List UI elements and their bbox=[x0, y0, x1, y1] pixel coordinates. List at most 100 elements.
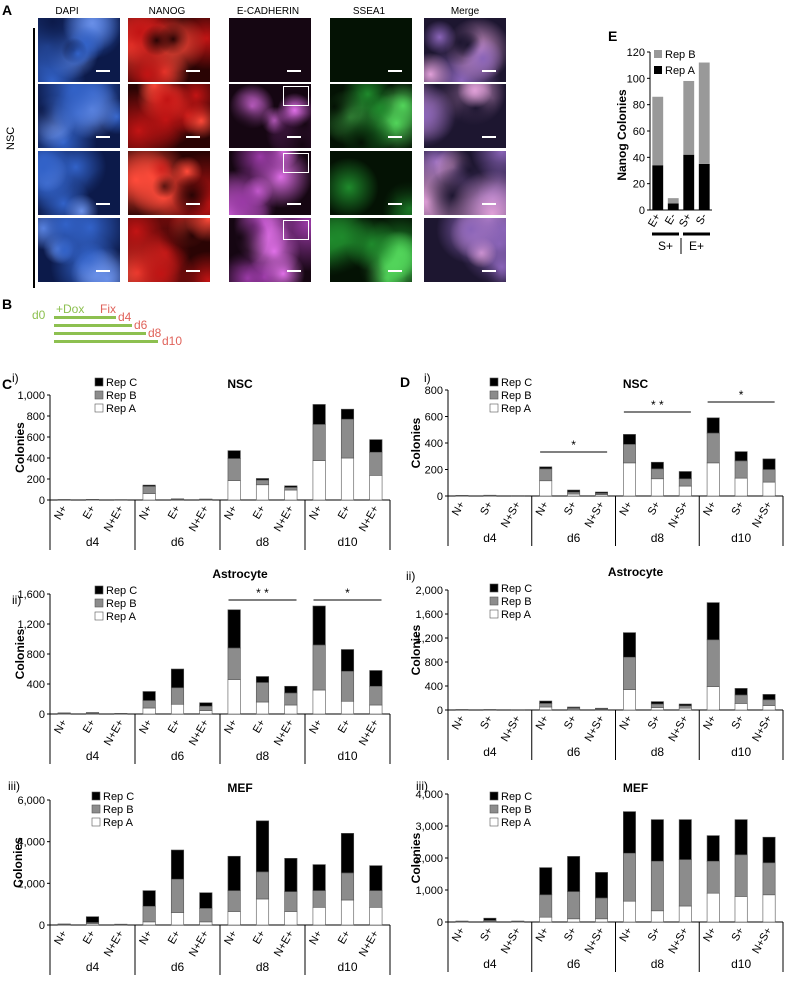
timeline-fix: Fix bbox=[100, 302, 116, 316]
x-tick-label: N+ bbox=[617, 926, 635, 944]
x-tick-label: S+ bbox=[478, 714, 495, 732]
x-tick-label: E+ bbox=[336, 929, 353, 947]
x-tick-label: E+ bbox=[251, 929, 268, 947]
bar-segment-rep-a bbox=[170, 912, 185, 926]
bar-segment-rep-b bbox=[142, 700, 156, 709]
micrograph-tile bbox=[128, 84, 210, 148]
x-tick-label: N+ bbox=[307, 929, 325, 947]
y-tick-label: 800 bbox=[425, 385, 443, 397]
bar-segment-rep-a bbox=[255, 898, 270, 926]
bar-segment-rep-a bbox=[312, 460, 326, 501]
x-tick-label: N+ bbox=[617, 500, 635, 518]
bar-segment-rep-b bbox=[678, 705, 692, 709]
group-label: d8 bbox=[651, 745, 665, 759]
bar-segment-rep-a bbox=[284, 704, 298, 715]
x-tick-label: N+E+ bbox=[272, 929, 296, 959]
group-label: d8 bbox=[651, 531, 665, 545]
legend-label: Rep C bbox=[501, 791, 532, 803]
bar-segment-rep-b bbox=[170, 878, 185, 913]
bar-segment-rep-c bbox=[734, 451, 748, 462]
group-label: d4 bbox=[483, 531, 497, 545]
bar-segment-rep-a bbox=[199, 710, 213, 715]
y-tick-label: 6,000 bbox=[17, 795, 45, 807]
legend-swatch bbox=[489, 817, 499, 827]
legend-swatch bbox=[489, 403, 499, 413]
group-label: d10 bbox=[337, 960, 357, 974]
x-tick-label: S+ bbox=[478, 926, 495, 944]
significance-mark: * * bbox=[256, 586, 269, 600]
y-tick-label: 3,000 bbox=[415, 821, 443, 833]
timeline-bar-d10 bbox=[54, 340, 158, 343]
bar-segment-rep-b bbox=[369, 451, 383, 476]
y-tick-label: 120 bbox=[627, 47, 645, 59]
bar-segment-rep-c bbox=[539, 867, 553, 896]
x-tick-label: N+ bbox=[450, 714, 468, 732]
x-tick-label: N+ bbox=[52, 504, 70, 522]
bar-segment-rep-a bbox=[369, 704, 383, 715]
chart-title: NSC bbox=[227, 377, 253, 391]
subpanel-label: i) bbox=[12, 371, 19, 385]
bar-segment-rep-c bbox=[170, 668, 185, 689]
legend-label: Rep B bbox=[106, 390, 137, 402]
micrograph-tile bbox=[424, 18, 506, 82]
y-axis-label: Colonies bbox=[409, 417, 423, 468]
bar-segment-rep-c bbox=[85, 916, 100, 923]
bar-segment-rep-c bbox=[312, 404, 326, 425]
bar-segment-rep-a bbox=[539, 916, 553, 923]
scale-bar bbox=[287, 136, 301, 138]
bar-segment-rep-a bbox=[539, 706, 553, 711]
legend-swatch bbox=[489, 377, 499, 387]
group-label: d6 bbox=[171, 749, 185, 763]
bar-segment-rep-a bbox=[623, 462, 636, 497]
y-tick-label: 20 bbox=[633, 179, 645, 191]
group-label: d4 bbox=[86, 749, 100, 763]
y-axis-label: Colonies bbox=[409, 624, 423, 675]
x-tick-label: E+ bbox=[251, 718, 268, 736]
micrograph-tile bbox=[330, 84, 412, 148]
y-tick-label: 1,000 bbox=[415, 885, 443, 897]
y-tick-label: 4,000 bbox=[17, 837, 45, 849]
bar-segment-rep-c bbox=[455, 920, 469, 922]
bar-segment-rep-b bbox=[142, 905, 156, 923]
bar-segment-rep-b bbox=[369, 685, 383, 706]
x-tick-label: E+ bbox=[166, 504, 183, 522]
bar-segment-rep-b bbox=[678, 478, 692, 487]
micrograph-tile bbox=[38, 84, 120, 148]
legend-swatch bbox=[94, 403, 104, 413]
bar-segment-rep-a bbox=[706, 686, 720, 711]
y-axis-label: Colonies bbox=[409, 832, 423, 883]
group-label: d4 bbox=[483, 745, 497, 759]
bar-segment-rep-a bbox=[652, 165, 664, 210]
bar-segment-rep-b bbox=[667, 198, 679, 204]
bar-segment-rep-b bbox=[706, 639, 720, 687]
x-tick-label: N+ bbox=[222, 929, 240, 947]
x-tick-label: N+E+ bbox=[187, 504, 211, 534]
bar-segment-rep-b bbox=[762, 469, 776, 483]
bar-segment-rep-a bbox=[595, 918, 608, 923]
bar-segment-rep-c bbox=[369, 865, 383, 891]
zoom-inset-box bbox=[283, 86, 309, 106]
bar-segment-rep-b bbox=[539, 703, 553, 708]
col-head-dapi: DAPI bbox=[55, 6, 79, 17]
group-label: d10 bbox=[731, 745, 751, 759]
col-head-ssea1: SSEA1 bbox=[352, 6, 386, 17]
group-label: d4 bbox=[86, 535, 100, 549]
bar-segment-rep-c bbox=[227, 609, 241, 649]
x-tick-label: N+ bbox=[307, 504, 325, 522]
bar-segment-rep-c bbox=[539, 466, 553, 470]
bar-segment-rep-a bbox=[650, 910, 664, 923]
bar-segment-rep-b bbox=[623, 852, 636, 902]
y-axis-label: Colonies bbox=[11, 837, 25, 888]
bar-segment-rep-b bbox=[706, 432, 720, 464]
bar-segment-rep-b bbox=[650, 468, 664, 480]
bar-segment-rep-b bbox=[678, 859, 692, 907]
bar-segment-rep-b bbox=[595, 897, 608, 920]
bar-segment-rep-c bbox=[678, 703, 692, 707]
chart-c-ii-astrocyte: ii) Astrocyte 0 400 800 1,200 1,600 Colonies d4 d… bbox=[12, 567, 391, 764]
bar-segment-rep-c bbox=[57, 712, 71, 714]
bar-segment-rep-c bbox=[312, 864, 326, 891]
legend-swatch bbox=[91, 804, 101, 814]
x-tick-label: E+ bbox=[646, 212, 663, 230]
bar-segment-rep-c bbox=[57, 499, 71, 501]
